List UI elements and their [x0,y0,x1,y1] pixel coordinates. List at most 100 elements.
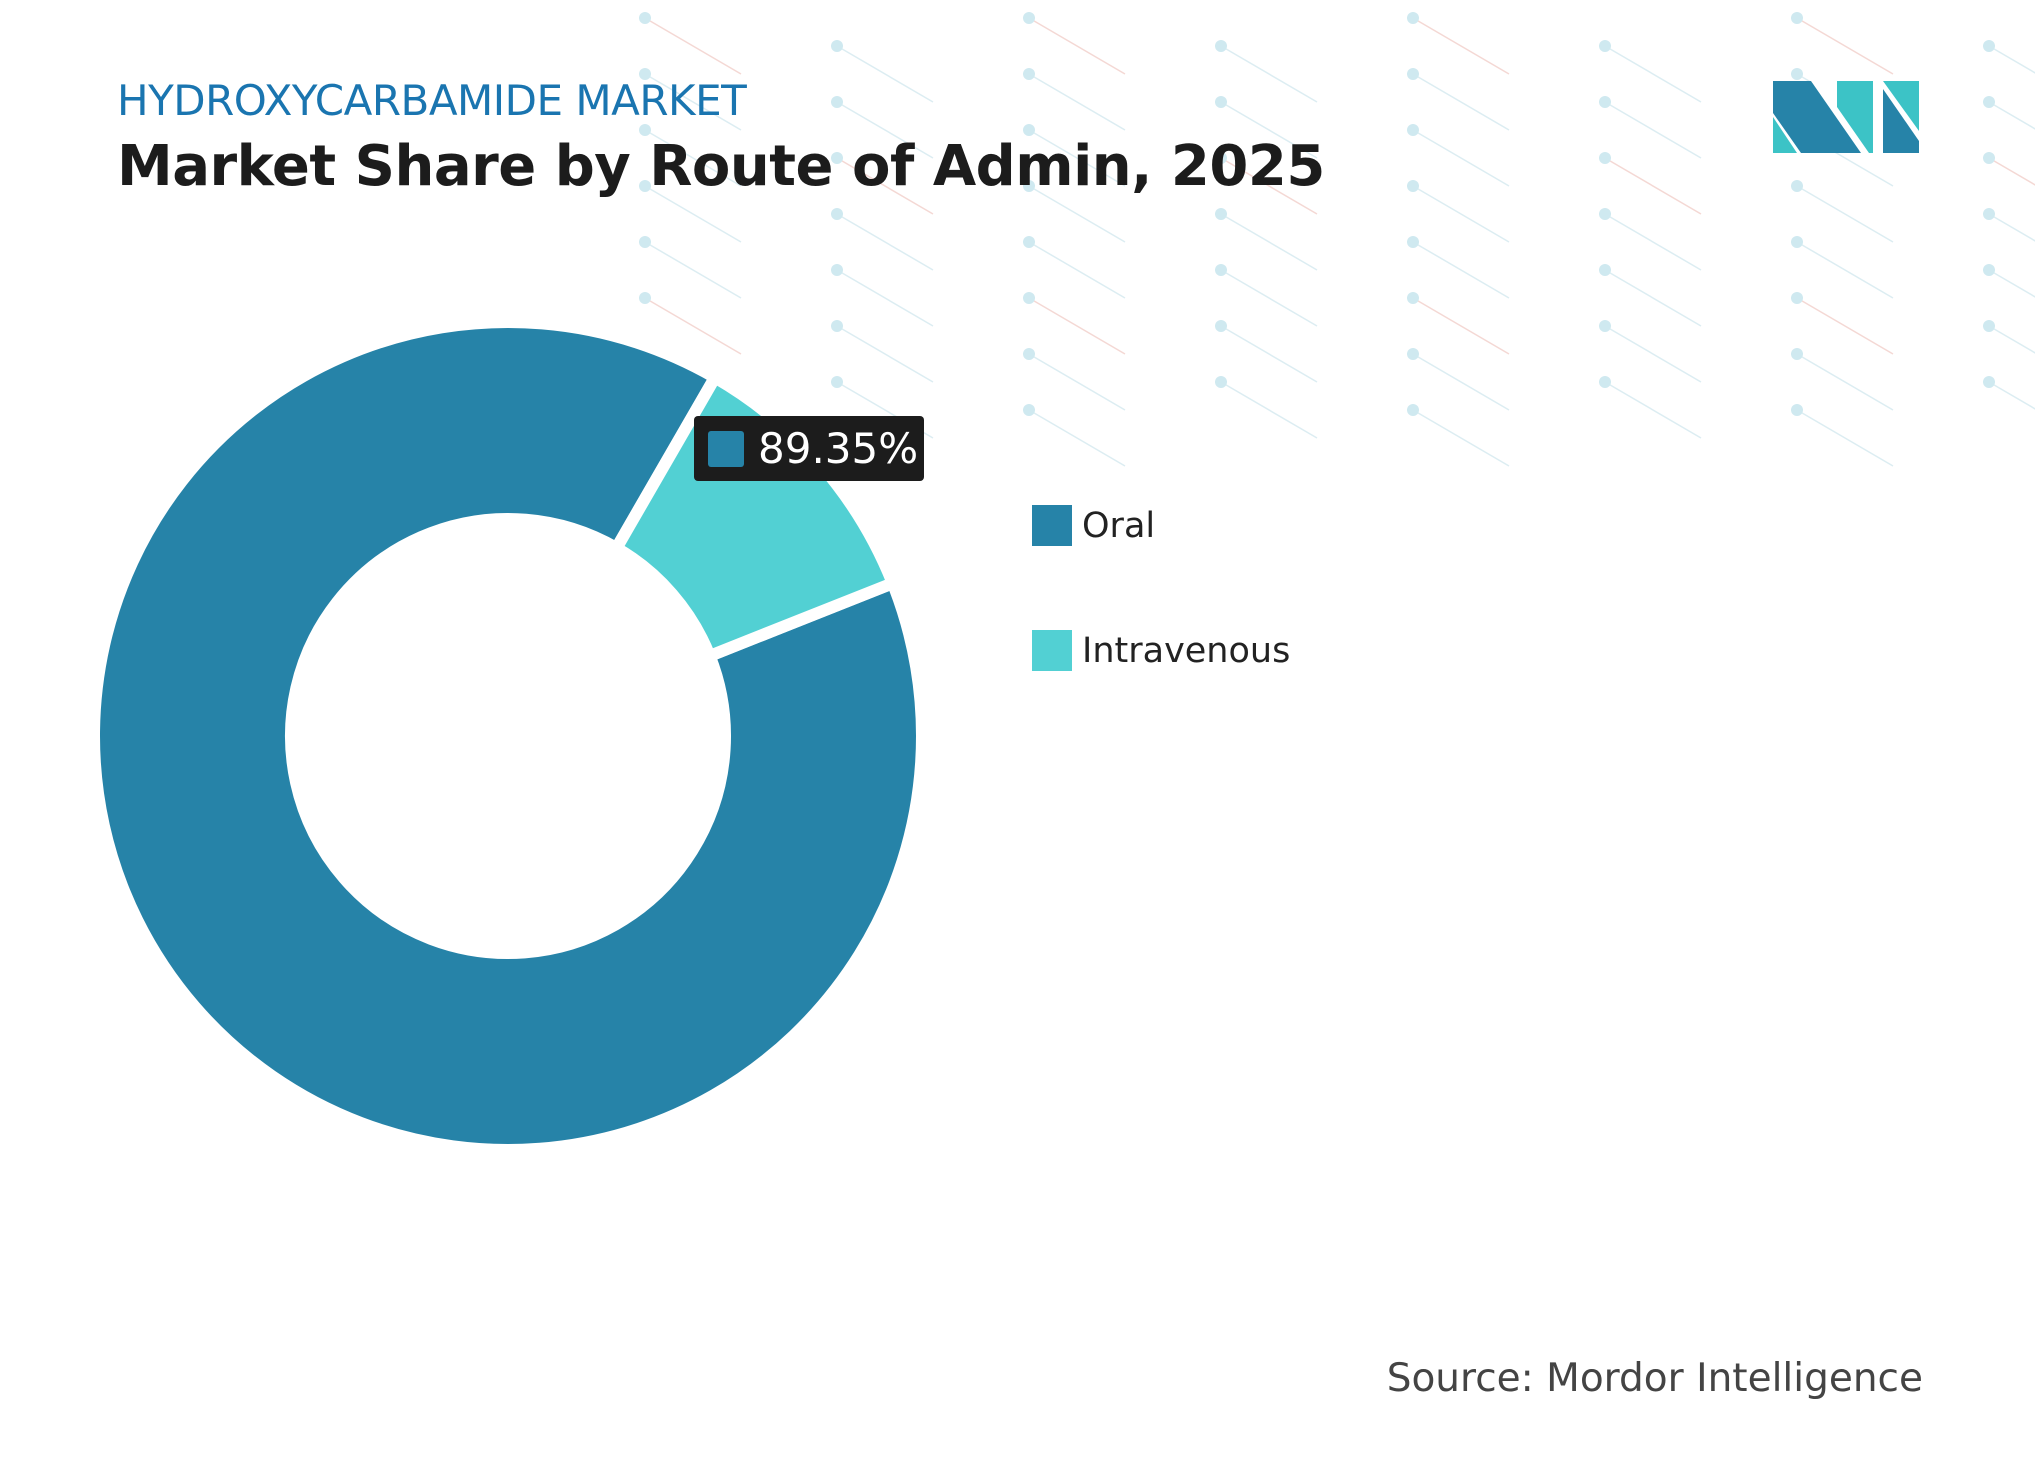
pattern-dot [1983,96,1995,108]
pattern-line [1604,101,1702,159]
pattern-line [1988,213,2035,242]
data-label-value: 89.35% [758,424,919,473]
pattern-line [1412,241,1510,299]
pattern-line [1412,353,1510,411]
pattern-line [836,269,934,327]
legend-swatch-intravenous [1032,630,1072,671]
pattern-dot [1407,12,1419,24]
chart-kicker: HYDROXYCARBAMIDE MARKET [117,76,747,125]
pattern-line [644,241,742,299]
pattern-line [1796,297,1894,355]
pattern-dot [1791,236,1803,248]
pattern-dot [1983,40,1995,52]
pattern-line [1988,157,2035,186]
pattern-line [644,17,742,75]
pattern-line [1604,269,1702,327]
pattern-line [644,185,742,243]
pattern-line [1412,409,1510,467]
pattern-dot [1983,264,1995,276]
pattern-line [1604,213,1702,271]
pattern-dot [1791,68,1803,80]
pattern-line [1028,17,1126,75]
pattern-line [1988,45,2035,74]
pattern-dot [1983,320,1995,332]
pattern-dot [831,264,843,276]
pattern-line [1220,45,1318,103]
pattern-line [1988,269,2035,298]
pattern-dot [1407,180,1419,192]
pattern-line [1028,297,1126,355]
pattern-line [836,325,934,383]
pattern-dot [1023,68,1035,80]
pattern-dot [1023,180,1035,192]
pattern-dot [1215,208,1227,220]
pattern-dot [1215,264,1227,276]
donut-slice-oral[interactable] [88,316,928,1156]
pattern-dot [831,96,843,108]
pattern-line [836,101,934,159]
pattern-dot [639,236,651,248]
pattern-line [1604,157,1702,215]
pattern-dot [1215,152,1227,164]
pattern-dot [639,180,651,192]
pattern-dot [1407,348,1419,360]
pattern-dot [1023,12,1035,24]
pattern-line [1604,325,1702,383]
pattern-dot [1023,292,1035,304]
pattern-line [1412,129,1510,187]
pattern-dot [831,320,843,332]
pattern-dot [1599,208,1611,220]
data-label-oral: 89.35% [694,416,924,481]
pattern-dot [1215,320,1227,332]
pattern-line [1028,241,1126,299]
pattern-dot [1791,12,1803,24]
pattern-line [1412,185,1510,243]
legend-swatch-oral [1032,505,1072,546]
pattern-dot [1599,320,1611,332]
pattern-dot [1791,292,1803,304]
pattern-line [1220,157,1318,215]
pattern-dot [1791,404,1803,416]
pattern-dot [639,68,651,80]
pattern-line [1220,325,1318,383]
pattern-line [1796,17,1894,75]
legend-label-oral: Oral [1082,505,1156,546]
mordor-logo-icon [1773,81,1919,153]
pattern-dot [1983,152,1995,164]
pattern-dot [1023,348,1035,360]
pattern-line [1028,185,1126,243]
pattern-dot [1215,96,1227,108]
pattern-line [1028,129,1126,187]
pattern-dot [639,124,651,136]
pattern-dot [1599,40,1611,52]
pattern-dot [831,152,843,164]
pattern-line [1988,101,2035,130]
legend-label-intravenous: Intravenous [1082,630,1291,671]
pattern-line [1028,409,1126,467]
pattern-line [1028,73,1126,131]
pattern-line [1988,325,2035,354]
pattern-dot [831,208,843,220]
pattern-line [1604,45,1702,103]
pattern-dot [1791,348,1803,360]
pattern-dot [1407,236,1419,248]
pattern-line [1220,381,1318,439]
pattern-dot [1791,180,1803,192]
pattern-dot [639,292,651,304]
legend-item-intravenous[interactable]: Intravenous [1032,630,1290,671]
legend-item-oral[interactable]: Oral [1032,505,1155,546]
pattern-dot [1215,376,1227,388]
pattern-line [1412,17,1510,75]
pattern-dot [831,40,843,52]
pattern-line [1796,409,1894,467]
pattern-dot [1407,68,1419,80]
pattern-line [1796,241,1894,299]
pattern-dot [1983,376,1995,388]
pattern-line [1220,269,1318,327]
pattern-line [644,297,742,355]
pattern-dot [639,12,651,24]
pattern-line [1220,213,1318,271]
pattern-line [1028,353,1126,411]
pattern-line [1988,381,2035,410]
